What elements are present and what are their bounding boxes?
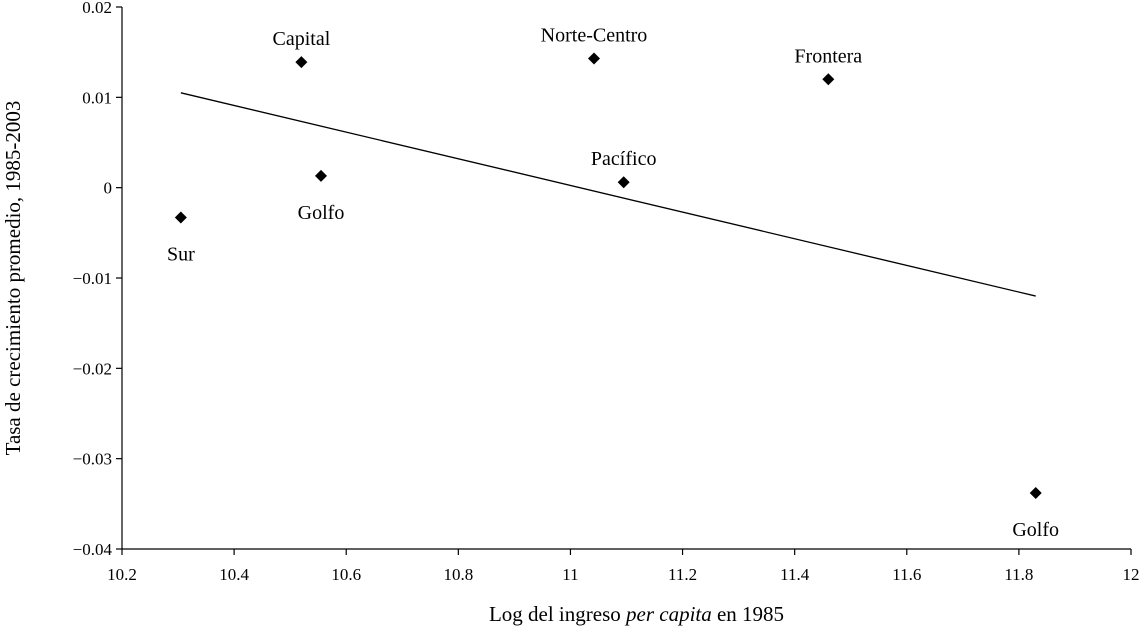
data-point-label: Golfo [298,202,345,224]
data-point-label: Norte-Centro [541,24,648,46]
data-point-label: Pacífico [591,148,657,170]
data-point-marker [295,56,308,69]
x-tick-label: 11 [562,565,578,584]
data-point-marker [1029,486,1042,499]
x-tick-label: 11.8 [1004,565,1033,584]
x-tick-label: 11.6 [892,565,921,584]
axes: 0.02 0.01 0 −0.01 −0.02 −0.03 −0.04 10.2 10.4 10.… [73,0,1140,584]
data-point-label: Golfo [1012,519,1059,541]
y-axis-title: Tasa de crecimiento promedio, 1985-2003 [1,101,25,456]
data-point-marker [822,73,835,86]
points-layer: Sur Capital Golfo Norte-Centro Pacífico Front… [167,24,1059,541]
data-point-marker [617,176,630,189]
y-tick-label: −0.02 [73,359,112,378]
y-tick-label: −0.01 [73,269,112,288]
y-tick-label: 0.02 [82,0,112,17]
x-tick-label: 11.2 [668,565,697,584]
data-point-marker [314,169,327,182]
x-tick-label: 10.2 [107,565,137,584]
data-point-label: Frontera [794,45,862,67]
data-point-label: Sur [167,243,195,265]
x-tick-label: 10.8 [443,565,473,584]
x-tick-label: 12 [1123,565,1140,584]
data-point-label: Capital [272,28,330,50]
x-tick-label: 10.4 [219,565,249,584]
trend-line [180,92,1036,297]
y-tick-label: 0.01 [82,88,112,107]
x-axis-title: Log del ingreso per capita en 1985 [489,602,784,626]
y-tick-label: −0.03 [73,450,112,469]
y-tick-label: 0 [104,179,113,198]
y-tick-label: −0.04 [73,540,113,559]
x-tick-label: 10.6 [331,565,361,584]
trendline-layer [180,92,1036,297]
data-point-marker [587,52,600,65]
x-tick-label: 11.4 [780,565,810,584]
data-point-marker [174,211,187,224]
